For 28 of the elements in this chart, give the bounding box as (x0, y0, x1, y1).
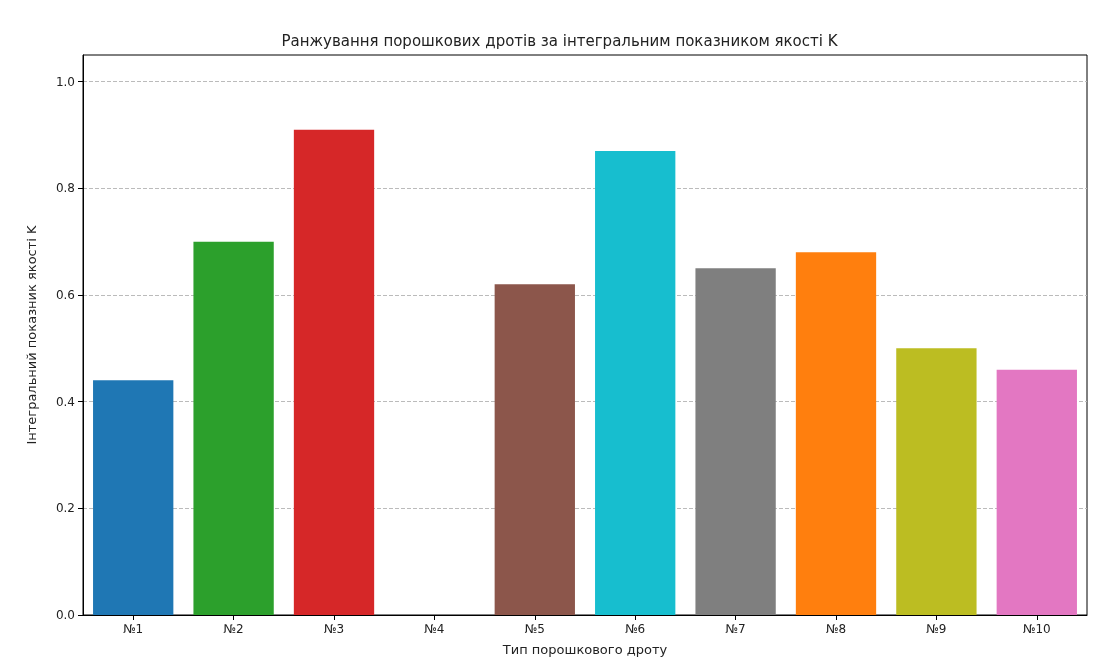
y-tick-label: 0.6 (55, 288, 75, 302)
x-tick-label: №8 (825, 622, 847, 636)
chart-title: Ранжування порошкових дротів за інтегральним показником якості K (281, 31, 839, 50)
bar (996, 369, 1077, 615)
bar (494, 284, 575, 615)
y-tick-label: 0.4 (55, 394, 75, 409)
y-tick-label: 1.0 (55, 74, 75, 89)
x-axis-title: Тип порошкового дроту (501, 642, 668, 657)
x-tick-label: №9 (926, 622, 947, 636)
x-tick-label: №6 (625, 622, 646, 636)
x-tick-label: №4 (424, 622, 445, 636)
y-tick-label: 0.8 (55, 181, 75, 196)
y-tick-label: 0.2 (55, 501, 75, 516)
x-tick-label: №2 (223, 622, 244, 636)
y-axis-title: Інтегральний показник якості K (24, 224, 39, 445)
x-tick-label: №7 (725, 622, 746, 636)
x-tick-label: №1 (123, 622, 144, 636)
bar (695, 268, 776, 615)
y-tick-label: 0.0 (55, 608, 75, 622)
bar (293, 129, 375, 615)
bar (896, 348, 977, 615)
bar (193, 241, 274, 615)
x-tick-label: №3 (323, 622, 345, 636)
x-tick-label: №10 (1022, 622, 1051, 636)
bar (93, 380, 174, 615)
bar (595, 151, 676, 615)
x-tick-label: №5 (524, 622, 545, 636)
bar (795, 252, 877, 615)
